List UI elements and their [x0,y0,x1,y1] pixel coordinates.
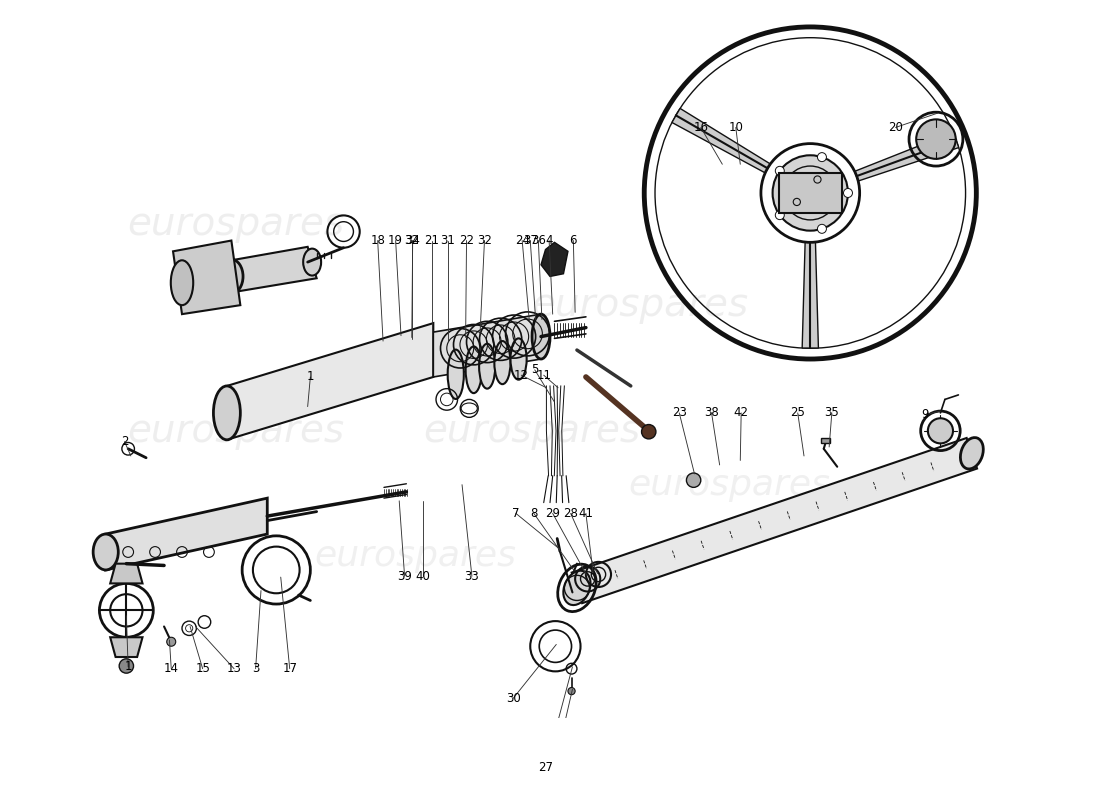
Polygon shape [173,241,240,314]
Circle shape [167,638,176,646]
Ellipse shape [465,346,482,393]
Text: 24: 24 [515,234,530,247]
Text: 42: 42 [734,406,749,419]
Text: eurospares: eurospares [424,412,640,450]
Circle shape [641,425,656,439]
Ellipse shape [494,341,510,384]
Text: 40: 40 [415,570,430,582]
Circle shape [928,418,953,443]
Polygon shape [802,242,818,348]
Ellipse shape [213,386,240,440]
Text: eurospares: eurospares [315,539,516,574]
Polygon shape [231,247,317,292]
Polygon shape [572,438,977,603]
Text: 30: 30 [506,692,520,705]
Text: 13: 13 [227,662,242,675]
Text: 19: 19 [388,234,403,247]
Polygon shape [110,564,143,583]
Text: 1: 1 [307,370,315,383]
Text: 31: 31 [440,234,455,247]
Text: 1: 1 [124,660,132,674]
Ellipse shape [94,534,119,570]
Ellipse shape [448,350,464,399]
Text: 20: 20 [888,121,903,134]
Text: 28: 28 [563,507,579,520]
Text: 27: 27 [538,761,553,774]
Text: 32: 32 [477,234,492,247]
Text: eurospares: eurospares [628,468,830,502]
Text: eurospares: eurospares [128,206,344,243]
Polygon shape [541,242,568,277]
Ellipse shape [532,314,550,359]
Circle shape [772,155,848,230]
Text: 35: 35 [825,406,839,419]
Polygon shape [855,132,959,181]
Text: 36: 36 [531,234,546,247]
Text: eurospares: eurospares [531,286,748,324]
Text: 38: 38 [704,406,719,419]
Text: 16: 16 [693,121,708,134]
Circle shape [776,210,784,220]
Ellipse shape [563,570,591,605]
Text: 12: 12 [514,369,529,382]
Polygon shape [672,109,770,173]
Bar [779,174,842,213]
Circle shape [119,659,133,673]
Text: 2: 2 [121,435,129,448]
Polygon shape [106,498,267,570]
Text: 10: 10 [728,121,744,134]
Ellipse shape [510,338,527,380]
Text: 5: 5 [531,363,538,376]
Text: 32: 32 [405,234,419,247]
Bar [821,438,830,443]
Text: 6: 6 [570,234,578,247]
Text: eurospares: eurospares [128,412,344,450]
Text: 3: 3 [252,662,260,675]
Text: 11: 11 [536,369,551,382]
Circle shape [686,473,701,487]
Circle shape [817,153,826,162]
Ellipse shape [480,344,495,389]
Ellipse shape [960,438,983,469]
Text: 41: 41 [579,507,593,520]
Ellipse shape [304,249,321,275]
Text: 37: 37 [522,234,538,247]
Text: 23: 23 [672,406,686,419]
Text: 22: 22 [459,234,474,247]
Text: 17: 17 [283,662,297,675]
Circle shape [817,224,826,234]
Text: 14: 14 [164,662,178,675]
Ellipse shape [220,259,243,294]
Ellipse shape [170,260,194,305]
Text: 15: 15 [195,662,210,675]
Polygon shape [110,638,143,657]
Circle shape [776,166,784,175]
Circle shape [568,687,575,694]
Polygon shape [227,323,433,440]
Text: 9: 9 [922,408,928,421]
Text: 34: 34 [405,234,420,247]
Polygon shape [433,314,541,377]
Text: 21: 21 [424,234,439,247]
Text: 33: 33 [464,570,480,582]
Text: 7: 7 [513,507,519,520]
Text: 25: 25 [790,406,805,419]
Text: 8: 8 [530,507,538,520]
Circle shape [844,189,852,198]
Circle shape [916,119,956,159]
Text: 39: 39 [397,570,412,582]
Text: 4: 4 [546,234,553,247]
Text: 18: 18 [371,234,385,247]
Text: 29: 29 [546,507,560,520]
